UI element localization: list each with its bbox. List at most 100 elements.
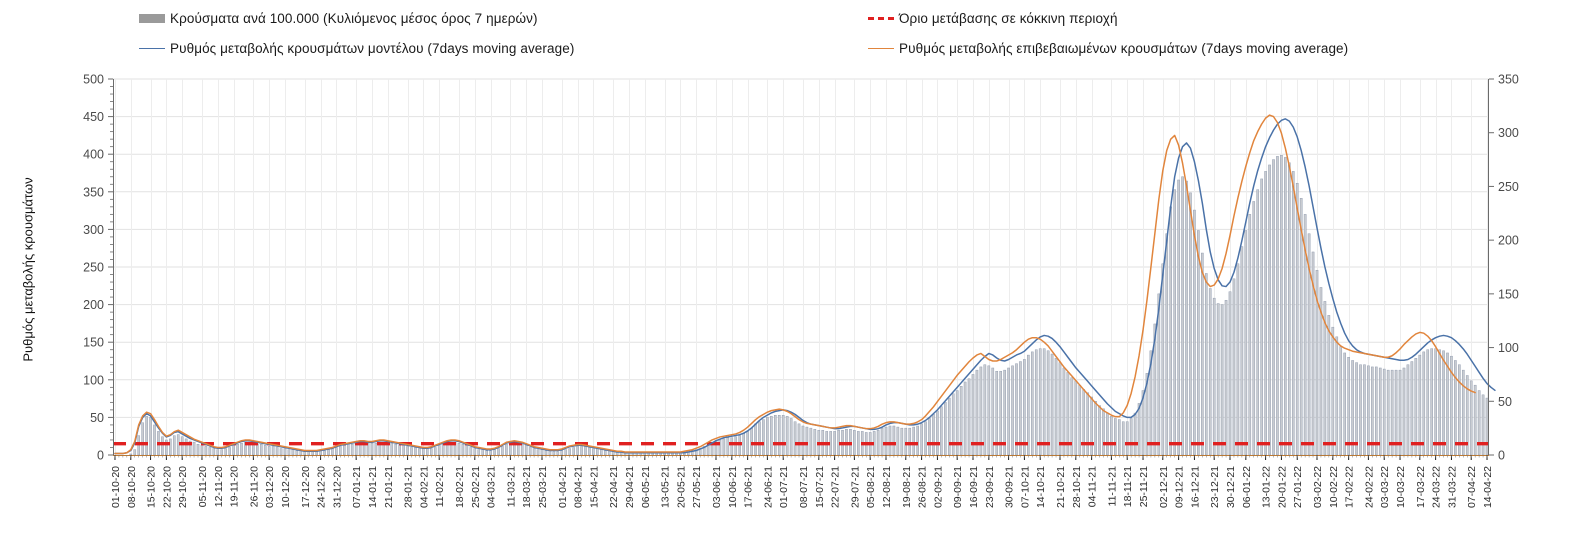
x-tick-label: 17-12-20 — [300, 466, 312, 508]
x-tick-label: 22-04-21 — [608, 466, 620, 508]
legend-label-threshold: Όριο μετάβασης σε κόκκινη περιοχή — [899, 11, 1118, 26]
x-tick-label: 29-10-20 — [177, 466, 189, 508]
x-tick-label: 09-09-21 — [952, 466, 964, 508]
x-tick-label: 07-04-22 — [1466, 466, 1478, 508]
x-tick-label: 27-01-22 — [1292, 466, 1304, 508]
x-tick-label: 05-11-20 — [197, 466, 209, 507]
x-tick-label: 02-12-21 — [1158, 466, 1170, 508]
x-tick-label: 11-11-21 — [1106, 466, 1118, 507]
x-tick-label: 03-02-22 — [1312, 466, 1324, 508]
x-tick-label: 24-03-22 — [1431, 466, 1443, 508]
x-tick-label: 31-12-20 — [331, 466, 343, 508]
y-left-tick-label: 450 — [83, 110, 104, 124]
x-tick-label: 12-08-21 — [881, 466, 893, 508]
x-tick-label: 22-10-20 — [161, 466, 173, 508]
x-tick-label: 03-03-22 — [1379, 466, 1391, 508]
x-tick-label: 08-07-21 — [798, 466, 810, 508]
x-tick-label: 07-10-21 — [1019, 466, 1031, 508]
y-left-tick-label: 150 — [83, 336, 104, 350]
y-right-tick-label: 0 — [1498, 449, 1505, 463]
x-tick-label: 12-11-20 — [213, 466, 225, 507]
x-tick-label: 14-04-22 — [1482, 466, 1494, 508]
legend-item-model-rate: Ρυθμός μεταβολής κρουσμάτων μοντέλου (7d… — [139, 41, 574, 56]
x-tick-label: 11-02-21 — [434, 466, 446, 507]
x-tick-label: 03-06-21 — [711, 466, 723, 508]
x-tick-label: 26-11-20 — [248, 466, 260, 507]
x-tick-label: 04-02-21 — [418, 466, 430, 508]
x-tick-label: 09-12-21 — [1174, 466, 1186, 508]
x-tick-label: 04-03-21 — [486, 466, 498, 508]
x-tick-label: 19-08-21 — [901, 466, 913, 508]
x-tick-label: 28-01-21 — [403, 466, 415, 508]
x-tick-label: 20-01-22 — [1276, 466, 1288, 508]
x-tick-label: 11-03-21 — [505, 466, 517, 507]
x-tick-label: 04-11-21 — [1087, 466, 1099, 507]
legend-item-threshold: Όριο μετάβασης σε κόκκινη περιοχή — [868, 11, 1118, 26]
x-tick-label: 29-07-21 — [849, 466, 861, 508]
x-tick-label: 25-02-21 — [470, 466, 482, 508]
x-tick-label: 10-02-22 — [1328, 466, 1340, 508]
x-tick-label: 20-05-21 — [675, 466, 687, 508]
legend-item-bars: Κρούσματα ανά 100.000 (Κυλιόμενος μέσος … — [139, 11, 538, 26]
x-tick-label: 23-09-21 — [984, 466, 996, 508]
red-dashed-swatch-icon — [868, 17, 894, 20]
x-tick-label: 15-10-20 — [146, 466, 158, 508]
y-right-tick-label: 200 — [1498, 234, 1519, 248]
x-tick-label: 10-06-21 — [727, 466, 739, 508]
y-right-tick-label: 150 — [1498, 287, 1519, 301]
x-tick-label: 17-03-22 — [1415, 466, 1427, 508]
x-tick-label: 21-01-21 — [383, 466, 395, 508]
y-left-tick-label: 350 — [83, 185, 104, 199]
legend-label-model-rate: Ρυθμός μεταβολής κρουσμάτων μοντέλου (7d… — [170, 41, 575, 56]
y-left-tick-label: 250 — [83, 261, 104, 275]
x-tick-label: 26-08-21 — [917, 466, 929, 508]
y-right-tick-label: 50 — [1498, 395, 1512, 409]
x-tick-label: 18-02-21 — [454, 466, 466, 508]
y-left-tick-label: 200 — [83, 298, 104, 312]
x-tick-label: 19-11-20 — [229, 466, 241, 507]
y-right-tick-label: 100 — [1498, 341, 1519, 355]
x-tick-label: 16-12-21 — [1189, 466, 1201, 508]
x-tick-label: 02-09-21 — [932, 466, 944, 508]
legend-item-confirmed-rate: Ρυθμός μεταβολής επιβεβαιωμένων κρουσμάτ… — [868, 41, 1348, 56]
x-tick-label: 21-10-21 — [1055, 466, 1067, 508]
y-right-tick-label: 250 — [1498, 180, 1519, 194]
x-tick-label: 27-05-21 — [691, 466, 703, 508]
x-tick-label: 25-11-21 — [1138, 466, 1150, 507]
x-tick-label: 06-05-21 — [640, 466, 652, 508]
x-tick-label: 22-07-21 — [830, 466, 842, 508]
x-tick-label: 28-10-21 — [1071, 466, 1083, 508]
y-left-tick-label: 50 — [90, 411, 104, 425]
x-tick-label: 13-01-22 — [1261, 466, 1273, 508]
x-tick-label: 23-12-21 — [1209, 466, 1221, 508]
x-tick-label: 14-10-21 — [1035, 466, 1047, 508]
x-tick-label: 30-12-21 — [1225, 466, 1237, 508]
x-tick-label: 18-11-21 — [1122, 466, 1134, 507]
x-tick-label: 08-04-21 — [573, 466, 585, 508]
y-right-tick-label: 300 — [1498, 126, 1519, 140]
x-tick-label: 18-03-21 — [521, 466, 533, 508]
x-tick-label: 24-12-20 — [316, 466, 328, 508]
bar-swatch-icon — [139, 14, 165, 23]
y-right-tick-label: 350 — [1498, 73, 1519, 87]
x-tick-label: 17-06-21 — [743, 466, 755, 508]
x-tick-label: 07-01-21 — [351, 466, 363, 508]
orange-line-swatch-icon — [868, 48, 894, 49]
x-tick-label: 30-09-21 — [1004, 466, 1016, 508]
x-tick-label: 10-03-22 — [1395, 466, 1407, 508]
x-tick-label: 01-04-21 — [557, 466, 569, 508]
x-tick-label: 08-10-20 — [126, 466, 138, 508]
x-tick-label: 31-03-22 — [1446, 466, 1458, 508]
x-tick-label: 25-03-21 — [537, 466, 549, 508]
x-tick-label: 01-07-21 — [778, 466, 790, 508]
y-left-tick-label: 400 — [83, 148, 104, 162]
x-tick-label: 15-04-21 — [588, 466, 600, 508]
legend-label-confirmed-rate: Ρυθμός μεταβολής επιβεβαιωμένων κρουσμάτ… — [899, 41, 1349, 56]
y-left-tick-label: 0 — [97, 449, 104, 463]
x-tick-label: 13-05-21 — [660, 466, 672, 508]
chart-legend: Κρούσματα ανά 100.000 (Κυλιόμενος μέσος … — [0, 0, 1573, 62]
x-tick-label: 14-01-21 — [367, 466, 379, 508]
x-tick-label: 15-07-21 — [814, 466, 826, 508]
